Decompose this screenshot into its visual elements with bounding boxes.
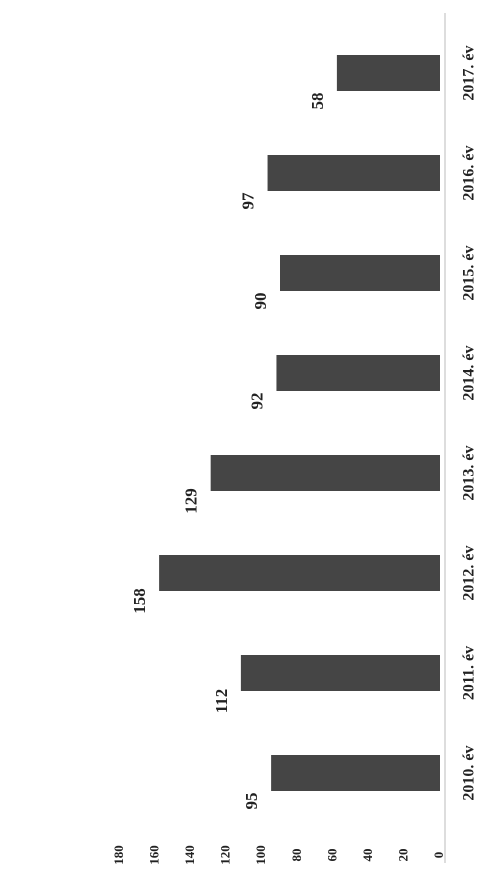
y-tick-label: 100 xyxy=(253,845,268,865)
y-tick-label: 180 xyxy=(111,845,126,865)
x-tick-label: 2010. év xyxy=(461,745,478,800)
bar xyxy=(271,755,440,791)
value-label: 112 xyxy=(212,689,231,714)
value-label: 158 xyxy=(130,588,149,614)
x-tick-label: 2011. év xyxy=(461,646,478,700)
bar xyxy=(267,155,440,191)
y-tick-label: 20 xyxy=(395,849,410,862)
bar xyxy=(159,555,440,591)
bar xyxy=(240,655,440,691)
y-tick-label: 120 xyxy=(218,845,233,865)
value-label: 92 xyxy=(247,393,266,410)
y-tick-label: 40 xyxy=(360,849,375,862)
x-tick-label: 2013. év xyxy=(461,445,478,500)
y-tick-label: 60 xyxy=(324,849,339,862)
bar xyxy=(210,455,440,491)
x-tick-label: 2017. év xyxy=(461,45,478,100)
value-label: 97 xyxy=(238,192,257,210)
y-tick-label: 80 xyxy=(289,849,304,862)
value-label: 95 xyxy=(242,793,261,810)
value-label: 129 xyxy=(182,488,201,514)
x-tick-label: 2015. év xyxy=(461,245,478,300)
x-tick-label: 2016. év xyxy=(461,145,478,200)
bar xyxy=(336,55,440,91)
bar xyxy=(280,255,440,291)
bar xyxy=(276,355,441,391)
x-tick-label: 2014. év xyxy=(461,345,478,400)
value-label: 58 xyxy=(308,93,327,110)
value-label: 90 xyxy=(251,293,270,310)
y-tick-label: 160 xyxy=(147,845,162,865)
y-tick-label: 140 xyxy=(182,845,197,865)
rotated-chart: 0 20 40 60 80 100 120 140 160 180 2010. év 95 2011. … xyxy=(111,13,478,865)
y-tick-label: 0 xyxy=(431,852,446,859)
x-tick-label: 2012. év xyxy=(461,545,478,600)
